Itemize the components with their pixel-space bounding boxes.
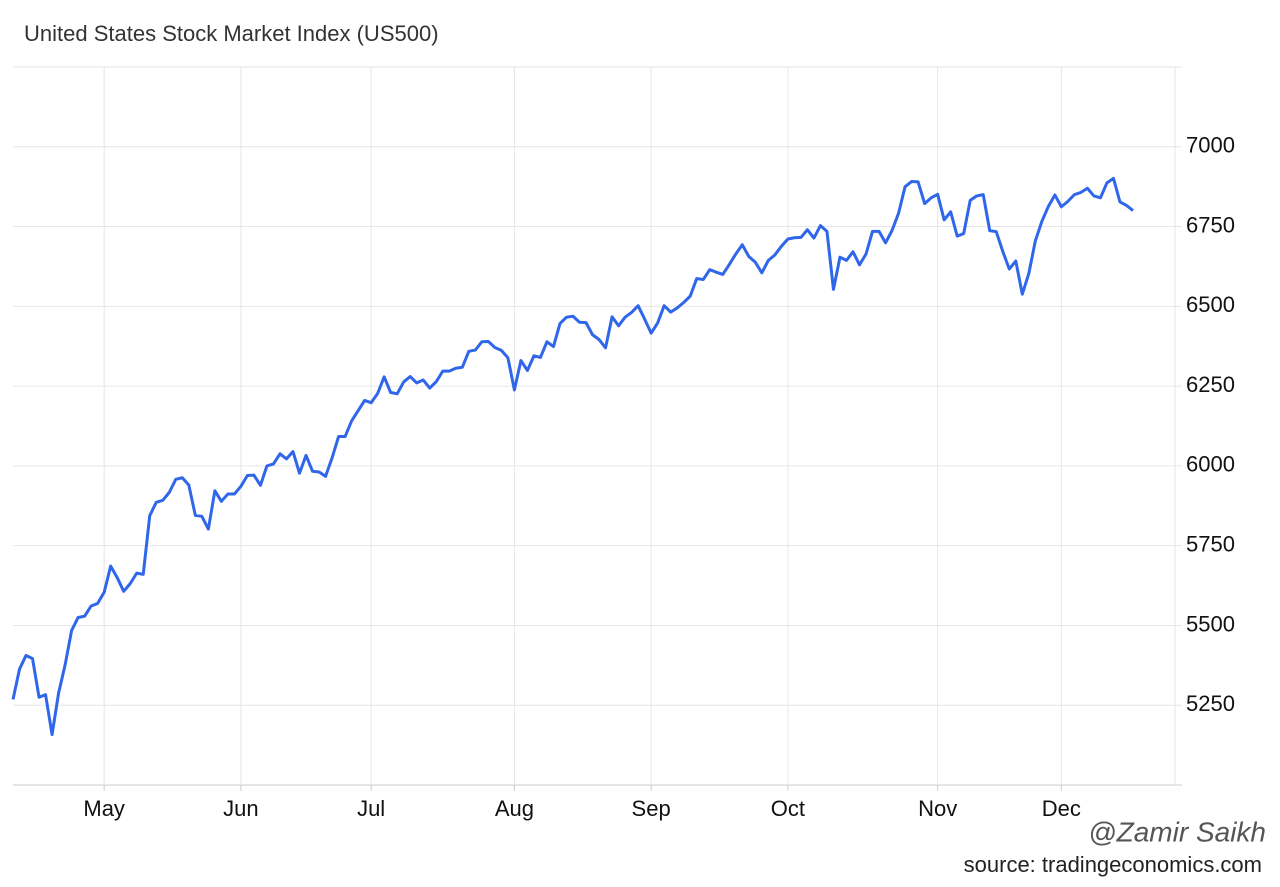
y-tick-label: 6750 (1186, 212, 1235, 237)
y-tick-label: 6500 (1186, 292, 1235, 317)
x-tick-label: Jun (223, 796, 258, 821)
chart-title: United States Stock Market Index (US500) (24, 21, 439, 46)
y-tick-label: 6250 (1186, 372, 1235, 397)
x-tick-label: Sep (632, 796, 671, 821)
y-tick-label: 6000 (1186, 452, 1235, 477)
y-tick-label: 5250 (1186, 691, 1235, 716)
y-tick-label: 5500 (1186, 611, 1235, 636)
x-tick-label: Oct (771, 796, 805, 821)
x-tick-label: May (83, 796, 125, 821)
source: source: tradingeconomics.com (964, 852, 1262, 877)
y-tick-label: 5750 (1186, 531, 1235, 556)
watermark: @Zamir Saikh (1088, 816, 1266, 847)
price-line (11, 176, 1134, 737)
x-tick-label: Aug (495, 796, 534, 821)
x-tick-label: Jul (357, 796, 385, 821)
y-tick-label: 7000 (1186, 133, 1235, 158)
x-tick-label: Dec (1042, 796, 1081, 821)
x-tick-label: Nov (918, 796, 957, 821)
